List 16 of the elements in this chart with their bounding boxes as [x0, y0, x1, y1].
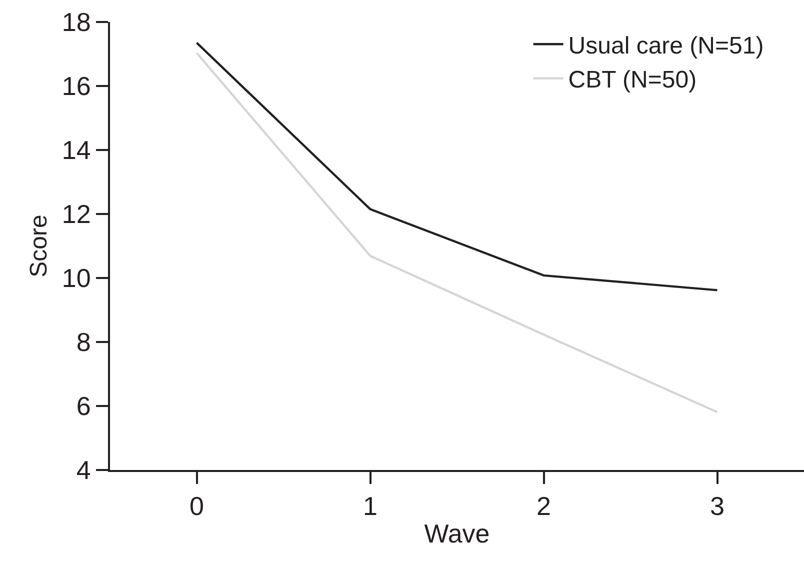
x-tick-label: 2: [536, 491, 551, 522]
y-tick-label: 14: [62, 135, 91, 166]
y-tick-label: 4: [76, 455, 91, 486]
x-axis-title: Wave: [424, 518, 490, 548]
y-tick-label: 6: [76, 391, 91, 422]
legend-label: Usual care (N=51): [568, 32, 764, 60]
y-tick-label: 16: [62, 71, 91, 102]
x-tick-label: 0: [190, 491, 204, 522]
y-tick-label: 8: [76, 327, 91, 358]
y-axis-title: Score: [25, 214, 52, 278]
y-tick-label: 10: [62, 263, 91, 294]
y-tick-label: 18: [62, 7, 91, 38]
x-tick-label: 1: [363, 491, 378, 522]
y-tick-label: 12: [62, 199, 91, 230]
legend-label: CBT (N=50): [568, 66, 697, 94]
x-tick-label: 3: [710, 491, 724, 522]
